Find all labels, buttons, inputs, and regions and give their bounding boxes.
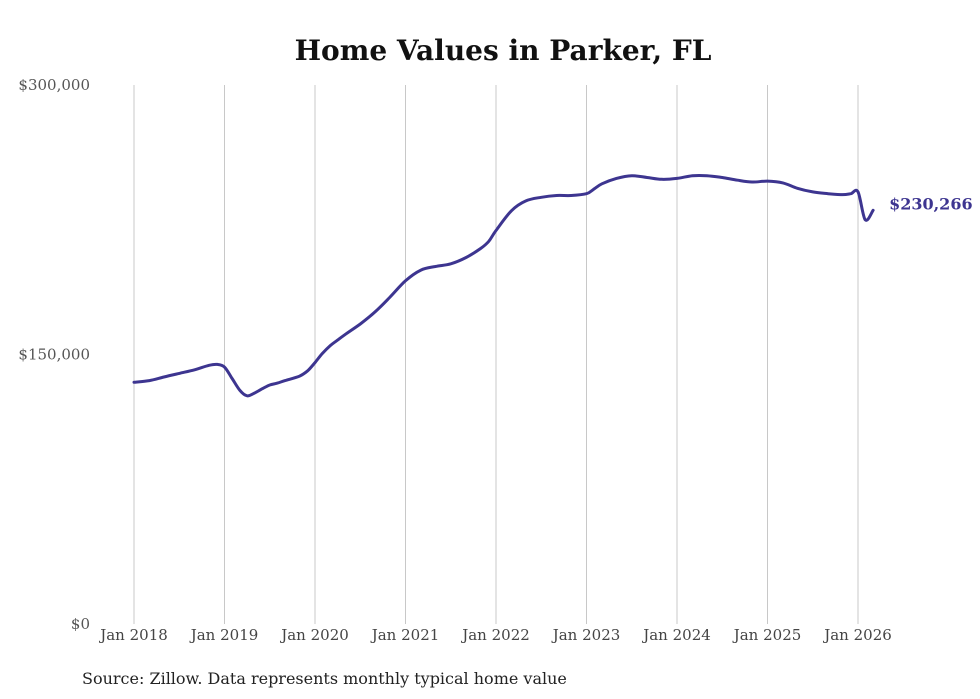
x-tick-label: Jan 2021 bbox=[370, 626, 440, 644]
x-tick-label: Jan 2018 bbox=[98, 626, 168, 644]
x-tick-label: Jan 2020 bbox=[279, 626, 349, 644]
x-tick-label: Jan 2023 bbox=[551, 626, 621, 644]
x-tick-label: Jan 2025 bbox=[732, 626, 802, 644]
x-tick-label: Jan 2024 bbox=[641, 626, 711, 644]
x-tick-label: Jan 2026 bbox=[822, 626, 892, 644]
x-axis-ticks: Jan 2018 Jan 2019 Jan 2020 Jan 2021 Jan 2022… bbox=[98, 626, 892, 644]
series-line bbox=[132, 173, 875, 398]
source-note: Source: Zillow. Data represents monthly … bbox=[82, 669, 567, 688]
y-axis-ticks: $0 $150,000 $300,000 bbox=[18, 76, 90, 633]
y-tick-label: $150,000 bbox=[18, 346, 90, 364]
series-group: $230,266 bbox=[132, 173, 973, 398]
chart-title: Home Values in Parker, FL bbox=[295, 34, 712, 67]
gridlines bbox=[133, 85, 859, 624]
x-tick-label: Jan 2019 bbox=[189, 626, 259, 644]
y-tick-label: $0 bbox=[71, 615, 90, 633]
y-tick-label: $300,000 bbox=[18, 76, 90, 94]
series-end-label: $230,266 bbox=[889, 194, 973, 213]
x-tick-label: Jan 2022 bbox=[460, 626, 530, 644]
